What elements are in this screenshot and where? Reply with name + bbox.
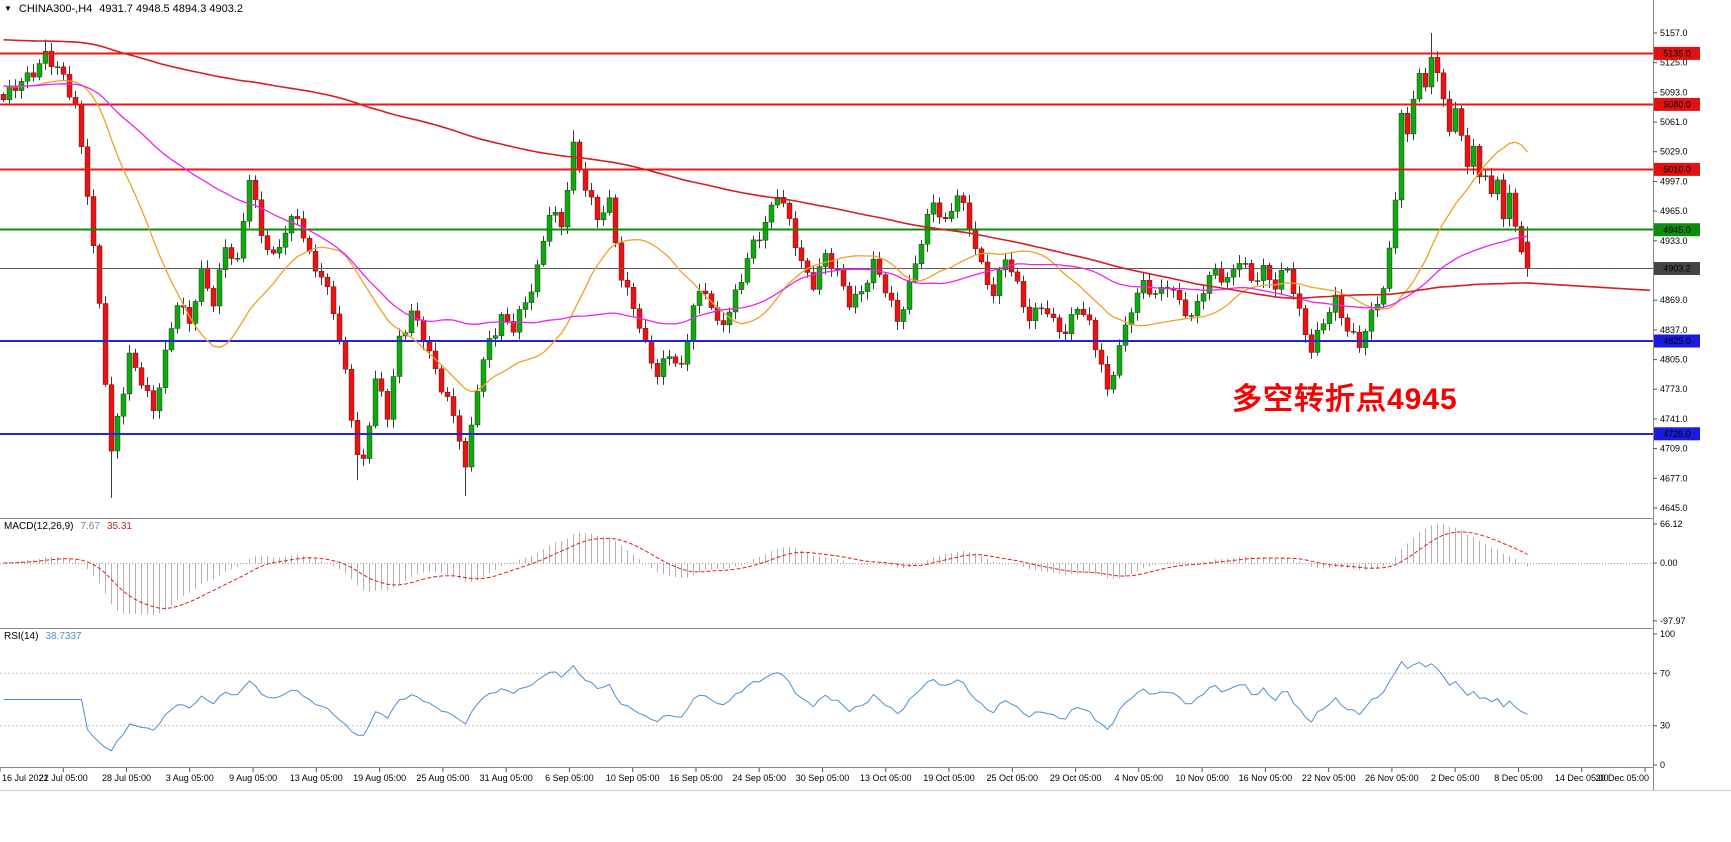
svg-text:16 Sep 05:00: 16 Sep 05:00 xyxy=(669,773,723,783)
svg-text:5061.0: 5061.0 xyxy=(1660,117,1688,127)
rsi-name: RSI(14) xyxy=(4,631,39,642)
svg-text:24 Sep 05:00: 24 Sep 05:00 xyxy=(732,773,786,783)
svg-text:5125.0: 5125.0 xyxy=(1660,58,1688,68)
svg-text:4933.0: 4933.0 xyxy=(1660,236,1688,246)
svg-text:4 Nov 05:00: 4 Nov 05:00 xyxy=(1115,773,1164,783)
svg-text:4677.0: 4677.0 xyxy=(1660,473,1688,483)
price-badge-5080.0 xyxy=(1654,97,1700,111)
macd-signal-value: 35.31 xyxy=(106,521,132,532)
ma-55 xyxy=(3,83,1528,325)
price-badge-5010.0 xyxy=(1654,162,1700,176)
rsi-value: 38.7337 xyxy=(45,631,82,642)
svg-text:4965.0: 4965.0 xyxy=(1660,206,1688,216)
price-badge-4825.0 xyxy=(1654,334,1700,348)
svg-text:4903.2: 4903.2 xyxy=(1663,264,1691,274)
svg-text:3 Aug 05:00: 3 Aug 05:00 xyxy=(166,773,214,783)
candles xyxy=(0,33,1531,498)
svg-text:5080.0: 5080.0 xyxy=(1663,100,1691,110)
svg-text:30: 30 xyxy=(1660,721,1670,731)
svg-text:-97.97: -97.97 xyxy=(1660,616,1686,626)
ma-21 xyxy=(3,79,1529,393)
svg-text:5093.0: 5093.0 xyxy=(1660,87,1688,97)
svg-text:26 Nov 05:00: 26 Nov 05:00 xyxy=(1365,773,1419,783)
macd-name: MACD(12,26,9) xyxy=(4,521,74,532)
svg-text:29 Oct 05:00: 29 Oct 05:00 xyxy=(1050,773,1102,783)
svg-text:100: 100 xyxy=(1660,629,1675,639)
svg-text:16 Jul 2021: 16 Jul 2021 xyxy=(2,773,49,783)
macd-panel xyxy=(0,523,1653,615)
panel-separators xyxy=(0,518,1731,791)
svg-text:30 Sep 05:00: 30 Sep 05:00 xyxy=(796,773,850,783)
svg-text:66.12: 66.12 xyxy=(1660,519,1683,529)
svg-text:10 Sep 05:00: 10 Sep 05:00 xyxy=(606,773,660,783)
svg-text:5010.0: 5010.0 xyxy=(1663,165,1691,175)
svg-text:19 Aug 05:00: 19 Aug 05:00 xyxy=(353,773,406,783)
svg-text:20 Dec 05:00: 20 Dec 05:00 xyxy=(1595,773,1649,783)
svg-text:25 Oct 05:00: 25 Oct 05:00 xyxy=(987,773,1039,783)
svg-text:9 Aug 05:00: 9 Aug 05:00 xyxy=(229,773,277,783)
chart-header: ▼ CHINA300-,H4 4931.7 4948.5 4894.3 4903… xyxy=(4,3,243,15)
macd-label: MACD(12,26,9) 7.67 35.31 xyxy=(4,521,132,532)
svg-text:22 Nov 05:00: 22 Nov 05:00 xyxy=(1302,773,1356,783)
svg-text:14 Dec 05:00: 14 Dec 05:00 xyxy=(1555,773,1609,783)
symbol-dropdown-icon[interactable]: ▼ xyxy=(4,4,12,13)
svg-text:0: 0 xyxy=(1660,760,1665,770)
svg-text:4709.0: 4709.0 xyxy=(1660,444,1688,454)
svg-text:4825.0: 4825.0 xyxy=(1663,336,1691,346)
svg-text:28 Jul 05:00: 28 Jul 05:00 xyxy=(102,773,151,783)
price-badge-4903.2 xyxy=(1654,262,1700,275)
price-badge-4725.0 xyxy=(1654,427,1700,441)
svg-text:31 Aug 05:00: 31 Aug 05:00 xyxy=(480,773,533,783)
svg-text:4645.0: 4645.0 xyxy=(1660,503,1688,513)
svg-text:16 Nov 05:00: 16 Nov 05:00 xyxy=(1239,773,1293,783)
price-axis[interactable]: 5157.0 5125.0 5093.0 5061.0 5029.0 4997.0 4965… xyxy=(1653,28,1700,770)
price-axis-background xyxy=(1653,0,1731,790)
svg-text:5157.0: 5157.0 xyxy=(1660,28,1688,38)
svg-text:4725.0: 4725.0 xyxy=(1663,429,1691,439)
rsi-panel xyxy=(0,660,1653,752)
macd-signal-line xyxy=(3,531,1528,610)
svg-text:19 Oct 05:00: 19 Oct 05:00 xyxy=(923,773,975,783)
price-badge-4945.0 xyxy=(1654,223,1700,237)
svg-text:2 Dec 05:00: 2 Dec 05:00 xyxy=(1431,773,1480,783)
svg-text:8 Dec 05:00: 8 Dec 05:00 xyxy=(1494,773,1543,783)
svg-text:70: 70 xyxy=(1660,668,1670,678)
price-badge-5135.0 xyxy=(1654,46,1700,60)
ma-200 xyxy=(3,39,1651,300)
svg-text:5135.0: 5135.0 xyxy=(1663,49,1691,59)
svg-text:6 Sep 05:00: 6 Sep 05:00 xyxy=(545,773,594,783)
moving-averages xyxy=(3,39,1651,393)
svg-text:5029.0: 5029.0 xyxy=(1660,147,1688,157)
rsi-label: RSI(14) 38.7337 xyxy=(4,631,82,642)
svg-text:4945.0: 4945.0 xyxy=(1663,225,1691,235)
svg-text:4741.0: 4741.0 xyxy=(1660,414,1688,424)
svg-text:13 Oct 05:00: 13 Oct 05:00 xyxy=(860,773,912,783)
ohlc-values: 4931.7 4948.5 4894.3 4903.2 xyxy=(99,3,244,15)
rsi-line xyxy=(3,660,1528,752)
svg-text:4869.0: 4869.0 xyxy=(1660,295,1688,305)
level-lines[interactable] xyxy=(0,52,1653,435)
svg-text:4997.0: 4997.0 xyxy=(1660,176,1688,186)
svg-text:25 Aug 05:00: 25 Aug 05:00 xyxy=(416,773,469,783)
svg-text:4773.0: 4773.0 xyxy=(1660,384,1688,394)
svg-text:10 Nov 05:00: 10 Nov 05:00 xyxy=(1175,773,1229,783)
symbol-timeframe-label: CHINA300-,H4 xyxy=(18,3,93,15)
svg-text:4837.0: 4837.0 xyxy=(1660,325,1688,335)
svg-text:4805.0: 4805.0 xyxy=(1660,355,1688,365)
macd-main-value: 7.67 xyxy=(80,521,100,532)
svg-text:0.00: 0.00 xyxy=(1660,558,1678,568)
svg-text:22 Jul 05:00: 22 Jul 05:00 xyxy=(39,773,88,783)
svg-text:13 Aug 05:00: 13 Aug 05:00 xyxy=(290,773,343,783)
pivot-annotation: 多空转折点4945 xyxy=(1232,383,1458,416)
